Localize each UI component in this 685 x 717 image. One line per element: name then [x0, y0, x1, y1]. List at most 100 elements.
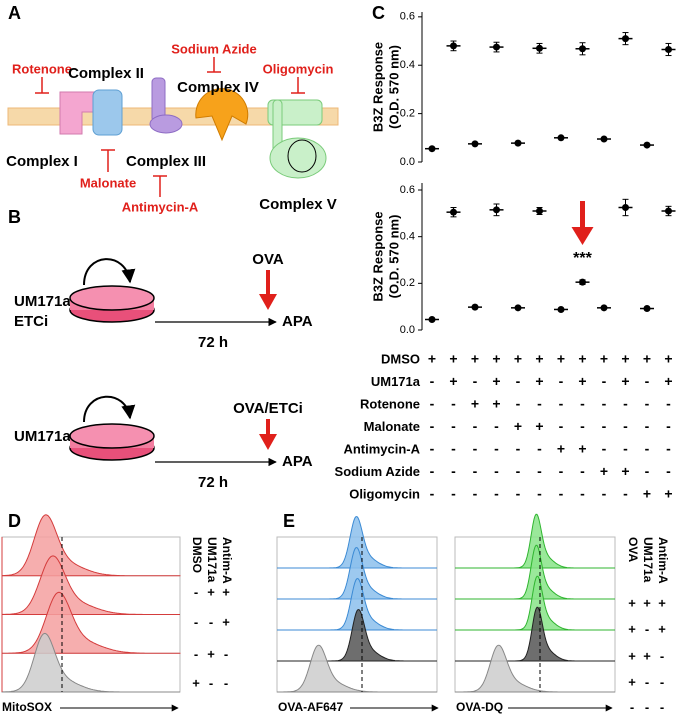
sign: - [559, 396, 564, 412]
histogram [455, 644, 615, 693]
sign: - [623, 396, 628, 412]
complex-iii-shape [149, 114, 183, 134]
sign: - [602, 373, 607, 389]
axis-label: OVA-AF647 [278, 700, 343, 714]
column-header: UM171a [641, 537, 655, 583]
row-label: Rotenone [360, 396, 420, 411]
sign: - [473, 373, 478, 389]
sign: + [628, 595, 636, 610]
sign: - [666, 463, 671, 479]
sign: + [621, 463, 629, 479]
column-header: UM171a [205, 537, 219, 583]
sign: + [514, 351, 522, 367]
sign: + [600, 463, 608, 479]
scheme-text: APA [282, 453, 313, 470]
dish [69, 423, 155, 449]
sign: - [494, 486, 499, 502]
sign: - [580, 486, 585, 502]
dot [600, 304, 608, 312]
inhibitor-symbol [291, 77, 305, 94]
sign: - [473, 441, 478, 457]
sign: + [643, 351, 651, 367]
inhibitor-label: Antimycin-A [122, 199, 199, 214]
sign: + [557, 441, 565, 457]
sign: - [645, 674, 649, 689]
histogram [1, 555, 180, 615]
sign: + [471, 351, 479, 367]
sign: - [580, 418, 585, 434]
sign: - [516, 396, 521, 412]
sign: + [492, 351, 500, 367]
y-tick-label: 0.4 [400, 59, 415, 71]
sign: + [578, 441, 586, 457]
sign: - [194, 646, 198, 661]
y-tick-label: 0.6 [400, 184, 415, 196]
sign: + [449, 351, 457, 367]
sign: - [645, 621, 649, 636]
sign: + [643, 648, 651, 663]
inhibitor-symbol [153, 175, 167, 197]
sign: - [473, 486, 478, 502]
axis-label: MitoSOX [2, 700, 52, 714]
panel-label: B [8, 207, 21, 227]
complex-label: Complex III [126, 153, 206, 170]
sign: - [494, 441, 499, 457]
sign: - [559, 486, 564, 502]
sign: + [449, 373, 457, 389]
sign: - [660, 699, 664, 714]
scheme-text: 72 h [198, 334, 228, 351]
etc-diagram: Rotenone Malonate Antimycin-A Sodium Azi… [6, 41, 339, 214]
sign: - [494, 418, 499, 434]
sign: - [645, 396, 650, 412]
sign: - [194, 584, 198, 599]
sign: + [222, 614, 230, 629]
y-axis-label: B3Z Response [370, 211, 385, 301]
scheme-text: UM171a [14, 428, 71, 445]
sign: + [535, 418, 543, 434]
sign: + [621, 373, 629, 389]
y-tick-label: 0.2 [400, 108, 415, 120]
sign: + [578, 351, 586, 367]
sign: - [516, 463, 521, 479]
sign: + [535, 373, 543, 389]
dot [450, 208, 457, 216]
sign: - [559, 418, 564, 434]
sign: + [535, 351, 543, 367]
dot [579, 45, 586, 53]
y-tick-label: 0.0 [400, 324, 415, 336]
dot [493, 206, 500, 214]
dot [665, 46, 672, 53]
histogram [455, 544, 615, 600]
sign: - [602, 486, 607, 502]
complex-label: Complex II [68, 65, 144, 82]
sign: + [600, 351, 608, 367]
curved-arrow [83, 395, 136, 423]
sign: + [428, 351, 436, 367]
sign: - [645, 463, 650, 479]
sign: + [557, 351, 565, 367]
y-axis-label: (O.D. 570 nm) [386, 45, 401, 129]
sign: - [209, 614, 213, 629]
sign: - [666, 441, 671, 457]
row-label: Malonate [364, 419, 420, 434]
sign: - [224, 675, 228, 690]
inhibitor-label: Rotenone [12, 61, 72, 76]
histogram [277, 644, 437, 693]
inhibitor-label: Oligomycin [263, 61, 334, 76]
sign: - [430, 396, 435, 412]
sign: + [222, 584, 230, 599]
histogram [277, 578, 437, 631]
histogram [455, 606, 615, 662]
panel-label: C [372, 3, 385, 23]
sign: - [451, 486, 456, 502]
histogram [455, 513, 615, 569]
sign: - [559, 463, 564, 479]
sign: + [492, 396, 500, 412]
sign: - [537, 396, 542, 412]
scheme-text: ETCi [14, 313, 48, 330]
dot [579, 278, 586, 286]
sign: - [516, 486, 521, 502]
scheme-text: APA [282, 313, 313, 330]
sign: - [537, 486, 542, 502]
